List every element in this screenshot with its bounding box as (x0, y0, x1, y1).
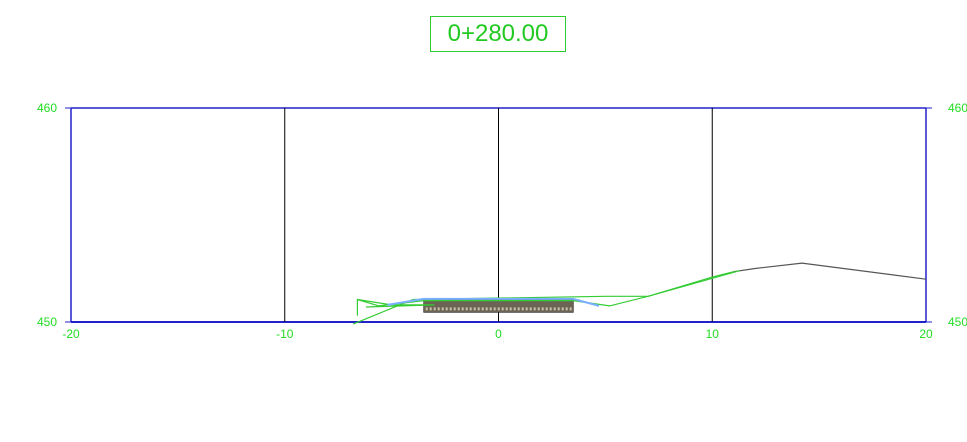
pavement-aggregate (529, 307, 532, 311)
pavement-aggregate (517, 307, 520, 311)
x-tick-label: -20 (62, 327, 80, 341)
pavement-aggregate (549, 307, 552, 311)
pavement-aggregate (501, 307, 504, 311)
pavement-block (423, 299, 574, 313)
pavement-aggregate (477, 307, 480, 311)
pavement-aggregate (505, 307, 508, 311)
pavement-aggregate (481, 307, 484, 311)
line-pavement-top (387, 297, 600, 307)
pavement-aggregate (533, 307, 536, 311)
pavement-aggregate (561, 307, 564, 311)
pavement-aggregate (569, 307, 572, 311)
pavement-aggregate (553, 307, 556, 311)
pavement-aggregate (425, 307, 428, 311)
x-tick-label: 20 (919, 327, 933, 341)
pavement-aggregate (469, 307, 472, 311)
line-existing-ground (733, 262, 927, 280)
pavement-aggregate (521, 307, 524, 311)
pavement-aggregate (489, 307, 492, 311)
pavement-aggregate (557, 307, 560, 311)
pavement-aggregate (429, 307, 432, 311)
y-tick-label-right: 460 (948, 101, 967, 115)
line-subgrade (352, 270, 741, 325)
pavement-aggregate (509, 307, 512, 311)
section-lines (352, 262, 927, 325)
pavement-aggregate (457, 307, 460, 311)
pavement-aggregate (513, 307, 516, 311)
x-tick-label: -10 (276, 327, 294, 341)
pavement-aggregate (461, 307, 464, 311)
line-daylight-left (356, 298, 435, 316)
axis-labels: -20 -10 0 10 20 460 450 460 450 (37, 101, 967, 341)
pavement-aggregate (493, 307, 496, 311)
pavement-aggregate (525, 307, 528, 311)
pavement-aggregate (537, 307, 540, 311)
y-tick-label-left: 460 (37, 101, 57, 115)
pavement-aggregate (449, 307, 452, 311)
pavement-aggregate (465, 307, 468, 311)
pavement-aggregate (445, 307, 448, 311)
pavement-aggregate (565, 307, 568, 311)
x-tick-label: 0 (495, 327, 502, 341)
pavement-aggregate (441, 307, 444, 311)
pavement-aggregate (473, 307, 476, 311)
pavement-layer (423, 299, 574, 313)
pavement-aggregate (437, 307, 440, 311)
station-label: 0+280.00 (430, 16, 566, 52)
pavement-aggregate (485, 307, 488, 311)
pavement-aggregate (433, 307, 436, 311)
grid-lines (284, 108, 713, 322)
pavement-aggregate (545, 307, 548, 311)
x-tick-label: 10 (706, 327, 720, 341)
pavement-aggregate (541, 307, 544, 311)
y-tick-label-left: 450 (37, 315, 57, 329)
y-tick-label-right: 450 (948, 315, 967, 329)
pavement-aggregate (497, 307, 500, 311)
pavement-aggregate (453, 307, 456, 311)
